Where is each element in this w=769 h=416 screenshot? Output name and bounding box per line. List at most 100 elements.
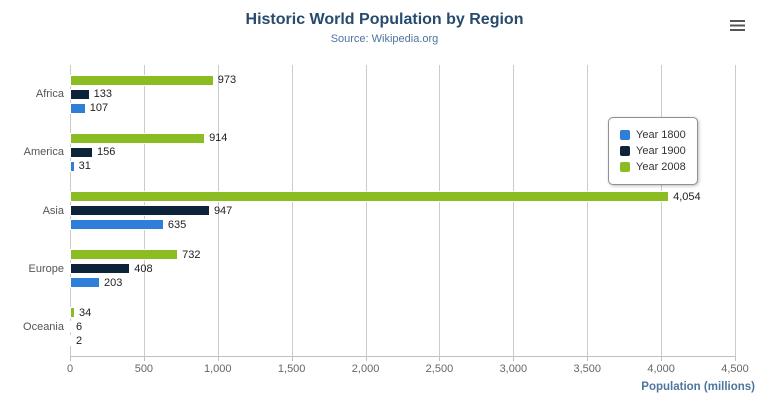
- bar-year-1900[interactable]: [70, 205, 210, 216]
- bar-value-label: 34: [79, 306, 92, 319]
- bar-year-2008[interactable]: [70, 191, 670, 202]
- category-label: America: [23, 146, 64, 159]
- bar-year-1800[interactable]: [70, 277, 100, 289]
- x-tick-label: 500: [134, 363, 154, 375]
- bar-row: 6: [70, 320, 735, 333]
- bar-row: 4,054: [70, 190, 735, 203]
- legend-label: Year 2008: [636, 161, 686, 173]
- bar-row: 34: [70, 306, 735, 319]
- y-axis-labels: Africa America Asia Europe Oceania: [0, 65, 64, 356]
- x-axis-title: Population (millions): [641, 381, 755, 393]
- gridline: [291, 65, 293, 356]
- x-axis-tick: [365, 356, 367, 361]
- bar-value-label: 107: [89, 102, 109, 115]
- x-tick-label: 1,000: [204, 363, 232, 375]
- bar-group: 34 6 2: [70, 298, 735, 356]
- bar-value-label: 732: [182, 248, 201, 261]
- bar-row: 31: [70, 160, 735, 173]
- bar-year-1800[interactable]: [70, 102, 86, 114]
- x-axis-tick: [217, 356, 219, 361]
- x-axis-tick: [143, 356, 145, 361]
- bar-row: 635: [70, 218, 735, 231]
- bar-row: 973: [70, 74, 735, 87]
- legend-item[interactable]: Year 2008: [620, 161, 686, 173]
- bar-value-label: 4,054: [673, 190, 701, 203]
- x-tick-label: 3,500: [573, 363, 601, 375]
- export-menu-button[interactable]: [725, 16, 749, 34]
- bar-value-label: 635: [167, 218, 187, 231]
- legend-label: Year 1800: [636, 129, 686, 141]
- bar-row: 732: [70, 248, 735, 261]
- bar-value-label: 156: [97, 146, 116, 159]
- gridline: [365, 65, 367, 356]
- bar-value-label: 408: [134, 262, 153, 275]
- bar-year-1900[interactable]: [70, 88, 90, 100]
- bar-year-1900[interactable]: [70, 321, 72, 333]
- legend-label: Year 1900: [636, 145, 686, 157]
- category-label: Europe: [28, 262, 64, 275]
- bar-row: 156: [70, 146, 735, 159]
- bar-year-1800[interactable]: [70, 160, 75, 172]
- bar-year-2008[interactable]: [70, 74, 214, 86]
- x-tick-label: 0: [66, 363, 74, 375]
- x-axis-tick: [291, 356, 293, 361]
- gridline: [735, 65, 736, 356]
- bar-row: 107: [70, 102, 735, 115]
- bar-year-2008[interactable]: [70, 132, 206, 144]
- bar-year-1800[interactable]: [70, 219, 164, 230]
- x-axis-tick: [439, 356, 441, 361]
- gridline: [217, 65, 219, 356]
- legend-item[interactable]: Year 1900: [620, 145, 686, 157]
- category-label: Asia: [42, 204, 64, 217]
- chart-subtitle: Source: Wikipedia.org: [330, 33, 439, 45]
- bar-group: 4,054 947 635: [70, 181, 735, 239]
- bar-year-1900[interactable]: [70, 263, 131, 275]
- bar-year-1900[interactable]: [70, 146, 94, 158]
- legend-swatch-icon: [620, 146, 630, 156]
- gridline: [513, 65, 515, 356]
- legend: Year 1800 Year 1900 Year 2008: [608, 117, 698, 185]
- x-tick-label: 1,500: [277, 363, 306, 375]
- bar-group: 973 133 107: [70, 65, 735, 123]
- x-axis-tick: [587, 356, 589, 361]
- bar-group: 914 156 31: [70, 123, 735, 181]
- bar-row: 408: [70, 262, 735, 275]
- bar-row: 947: [70, 204, 735, 217]
- bar-row: 914: [70, 132, 735, 145]
- bar-value-label: 133: [93, 88, 112, 101]
- x-tick-label: 4,500: [721, 363, 749, 375]
- bar-value-label: 6: [76, 320, 83, 333]
- bar-row: 133: [70, 88, 735, 101]
- x-tick-label: 4,000: [647, 363, 675, 375]
- legend-item[interactable]: Year 1800: [620, 129, 686, 141]
- x-axis-tick: [735, 356, 736, 361]
- bar-value-label: 914: [209, 132, 228, 145]
- bar-year-2008[interactable]: [70, 307, 76, 319]
- legend-swatch-icon: [620, 162, 630, 172]
- x-axis-tick: [513, 356, 515, 361]
- gridline: [661, 65, 663, 356]
- chart-title: Historic World Population by Region: [245, 11, 524, 28]
- bar-group: 732 408 203: [70, 240, 735, 298]
- bar-value-label: 31: [78, 160, 91, 173]
- category-label: Africa: [35, 88, 64, 101]
- bar-value-label: 973: [217, 74, 237, 87]
- bar-value-label: 203: [103, 276, 123, 289]
- x-axis-tick: [70, 356, 71, 361]
- bar-value-label: 2: [76, 334, 83, 347]
- bar-groups: 973 133 107 914 156 31 4,054 947 635 732 408 203 34 6…: [70, 65, 735, 356]
- category-label: Oceania: [23, 320, 64, 333]
- x-axis-tick: [661, 356, 663, 361]
- bar-row: 203: [70, 276, 735, 289]
- bar-year-2008[interactable]: [70, 249, 179, 261]
- bar-year-1800[interactable]: [70, 335, 72, 347]
- x-tick-label: 3,000: [499, 363, 528, 375]
- x-axis: 0 500 1,000 1,500 2,000 2,500 3,000 3,500 4,000 4…: [66, 356, 749, 380]
- gridline: [587, 65, 589, 356]
- bar-row: 2: [70, 334, 735, 347]
- bar-value-label: 947: [213, 204, 233, 217]
- x-tick-label: 2,500: [425, 363, 454, 375]
- gridline: [439, 65, 441, 356]
- x-tick-label: 2,000: [351, 363, 380, 375]
